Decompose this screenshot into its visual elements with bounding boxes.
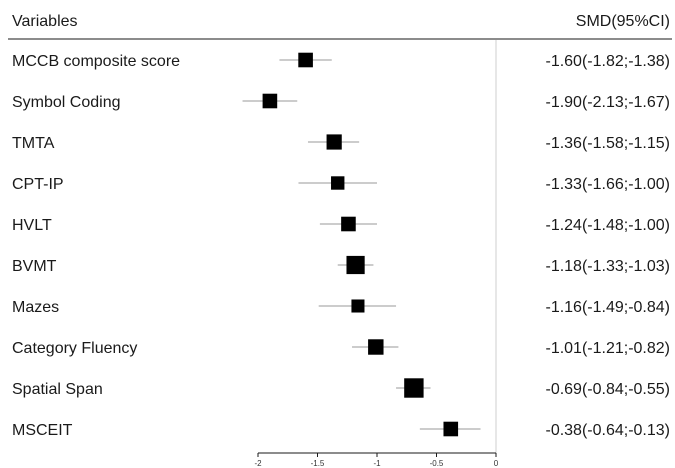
row-label: Symbol Coding [12, 94, 121, 111]
axis-tick-label: -2 [254, 459, 262, 468]
effect-marker [351, 299, 365, 313]
row-label: BVMT [12, 258, 57, 275]
row-label: CPT-IP [12, 176, 64, 193]
row-label: TMTA [12, 135, 55, 152]
effect-marker [346, 255, 365, 275]
row-label: HVLT [12, 217, 52, 234]
row-ci-text: -1.18(-1.33;-1.03) [545, 258, 670, 275]
axis-tick-label: -0.5 [430, 459, 444, 468]
row-ci-text: -1.60(-1.82;-1.38) [545, 53, 670, 70]
row-label: MCCB composite score [12, 53, 180, 70]
effect-marker [331, 176, 345, 190]
row-ci-text: -0.69(-0.84;-0.55) [545, 381, 670, 398]
row-ci-text: -1.33(-1.66;-1.00) [545, 176, 670, 193]
effect-marker [341, 216, 356, 232]
axis-tick-label: -1.5 [311, 459, 325, 468]
axis-tick-label: -1 [373, 459, 381, 468]
row-ci-text: -1.16(-1.49;-0.84) [545, 299, 670, 316]
row-label: Category Fluency [12, 340, 137, 357]
row-ci-text: -1.24(-1.48;-1.00) [545, 217, 670, 234]
effect-marker [326, 134, 342, 150]
effect-marker [443, 421, 459, 437]
rows-group: MCCB composite score -1.60(-1.82;-1.38) Sy… [12, 52, 670, 439]
row-ci-text: -1.90(-2.13;-1.67) [545, 94, 670, 111]
row-label: Spatial Span [12, 381, 103, 398]
axis-tick-label: 0 [494, 459, 499, 468]
row-label: Mazes [12, 299, 59, 316]
row-ci-text: -1.36(-1.58;-1.15) [545, 135, 670, 152]
effect-marker [262, 93, 278, 109]
effect-marker [298, 52, 313, 68]
header-variables: Variables [12, 13, 78, 30]
header-smd-ci: SMD(95%CI) [576, 13, 670, 30]
row-label: MSCEIT [12, 422, 73, 439]
row-ci-text: -0.38(-0.64;-0.13) [545, 422, 670, 439]
effect-marker [404, 378, 424, 398]
effect-marker [368, 339, 384, 355]
row-ci-text: -1.01(-1.21;-0.82) [545, 340, 670, 357]
x-axis: -2 -1.5 -1 -0.5 0 [254, 452, 499, 468]
